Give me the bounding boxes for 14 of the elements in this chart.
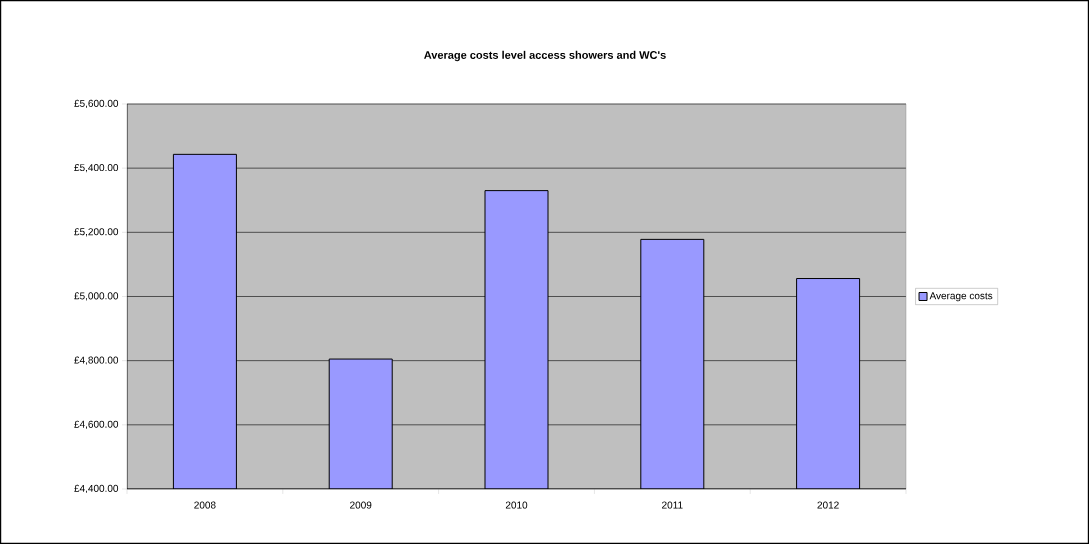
- y-tick-label: £5,200.00: [74, 228, 119, 237]
- x-tick-label: 2010: [505, 501, 528, 509]
- y-tick-label: £4,400.00: [74, 484, 119, 494]
- chart-title: Average costs level access showers and WC's: [424, 50, 666, 62]
- y-tick-label: £4,600.00: [74, 420, 119, 429]
- y-tick-label: £5,600.00: [74, 99, 119, 109]
- x-tick-label: 2012: [817, 501, 839, 509]
- x-tick-label: 2011: [662, 501, 683, 509]
- x-tick-label: 2009: [350, 501, 372, 509]
- y-tick-label: £5,400.00: [74, 164, 119, 173]
- legend-label: Average costs: [929, 292, 993, 302]
- y-tick-label: £5,000.00: [74, 292, 119, 301]
- x-tick-label: 2008: [194, 501, 216, 509]
- y-tick-label: £4,800.00: [74, 356, 119, 365]
